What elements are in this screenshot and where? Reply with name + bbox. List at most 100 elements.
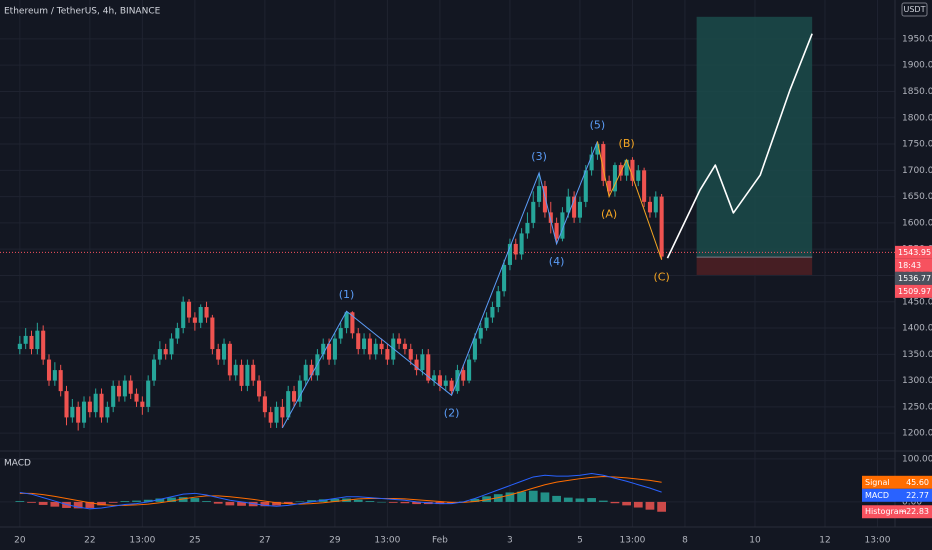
candle-body: [239, 364, 244, 386]
histogram-bar: [505, 492, 515, 502]
histogram-bar: [540, 492, 550, 502]
candle-body: [607, 180, 612, 192]
histogram-bar: [400, 501, 410, 504]
candle-body: [618, 165, 623, 176]
price-tag: [895, 284, 932, 298]
candle-body: [251, 364, 256, 381]
x-tick-label: 13:00: [865, 536, 891, 546]
histogram-bar: [610, 501, 620, 504]
candle-body: [52, 370, 57, 381]
x-tick-label: 27: [259, 536, 270, 546]
histogram-bar: [307, 500, 316, 502]
x-tick-label: 20: [14, 536, 26, 546]
histogram-bar: [657, 501, 666, 512]
histogram-bar: [575, 498, 585, 502]
wave-label: (3): [531, 150, 547, 163]
x-tick-label: 25: [189, 536, 200, 546]
histogram-bar: [120, 501, 130, 502]
histogram-bar: [190, 498, 200, 502]
candle-body: [216, 349, 221, 360]
y-tick-label: 0.00: [902, 497, 922, 507]
price-tag-label: 1536.77: [898, 274, 931, 283]
position-loss: [696, 257, 813, 275]
histogram-bar: [27, 501, 36, 503]
candle-body: [309, 364, 314, 376]
candle-body: [408, 349, 413, 360]
wave-label: (A): [601, 208, 617, 221]
candle-body: [93, 393, 98, 413]
candle-body: [116, 385, 122, 397]
candle-body: [257, 380, 262, 397]
candle-body: [221, 343, 227, 360]
histogram-bar: [260, 501, 270, 507]
candle-body: [478, 328, 483, 339]
y-tick-label: 1800.00: [902, 113, 932, 123]
histogram-bar: [272, 501, 281, 506]
candle-body: [507, 243, 512, 265]
currency-box: [901, 2, 928, 17]
candle-body: [262, 396, 267, 413]
candle-body: [128, 380, 133, 394]
candle-body: [554, 222, 559, 239]
histogram-bar: [155, 498, 165, 502]
wave-line: [281, 141, 598, 429]
histogram-bar: [633, 501, 643, 508]
histogram-bar: [330, 498, 340, 502]
candle-body: [344, 312, 349, 329]
candle-body: [292, 391, 297, 402]
candle-body: [134, 393, 139, 402]
histogram-bar: [412, 501, 421, 505]
candle-body: [659, 196, 664, 257]
macd-line: [19, 473, 662, 510]
y-tick-label: 1600.00: [902, 218, 932, 228]
y-tick-label: 1650.00: [902, 192, 932, 202]
candle-body: [268, 412, 273, 423]
candle-body: [233, 364, 238, 376]
candle-body: [490, 307, 495, 318]
histogram-bar: [528, 490, 538, 502]
candle-body: [525, 222, 530, 234]
histogram-bar: [225, 501, 235, 506]
candle-body: [210, 317, 215, 350]
candle-body: [356, 333, 361, 350]
candle-body: [46, 359, 52, 381]
indicator-tag-name: MACD: [865, 491, 889, 500]
candle-body: [332, 338, 337, 360]
candle-body: [472, 338, 477, 360]
candle-body: [23, 335, 28, 344]
candle-body: [274, 406, 279, 423]
candle-body: [531, 201, 536, 223]
candle-body: [169, 338, 174, 355]
x-tick-label: 10: [749, 536, 761, 546]
candle-body: [542, 186, 547, 213]
histogram-bar: [587, 498, 596, 502]
indicator-tag-name: Histogram: [865, 507, 907, 516]
candle-body: [35, 330, 40, 350]
candle-body: [461, 370, 466, 381]
candle-body: [402, 343, 407, 350]
candle-body: [496, 291, 501, 308]
candle-body: [624, 159, 629, 176]
y-tick-label: 1400.00: [902, 324, 932, 334]
candle-body: [245, 364, 250, 386]
candle-body: [362, 338, 367, 350]
countdown-tag: [895, 258, 932, 272]
histogram-bar: [470, 498, 480, 502]
candle-body: [577, 201, 582, 218]
candle-body: [321, 343, 326, 355]
candle-body: [589, 154, 594, 171]
candle-body: [612, 165, 617, 192]
histogram-bar: [15, 501, 25, 502]
histogram-bar: [598, 500, 608, 502]
histogram-bar: [353, 499, 363, 502]
candle-body: [76, 406, 81, 423]
candle-body: [636, 170, 641, 181]
candle-body: [280, 406, 285, 418]
candle-body: [414, 359, 419, 371]
histogram-bar: [85, 501, 95, 508]
histogram-bar: [283, 501, 293, 504]
candle-body: [548, 212, 553, 223]
histogram-bar: [143, 499, 153, 502]
wave-label: (1): [339, 288, 355, 301]
